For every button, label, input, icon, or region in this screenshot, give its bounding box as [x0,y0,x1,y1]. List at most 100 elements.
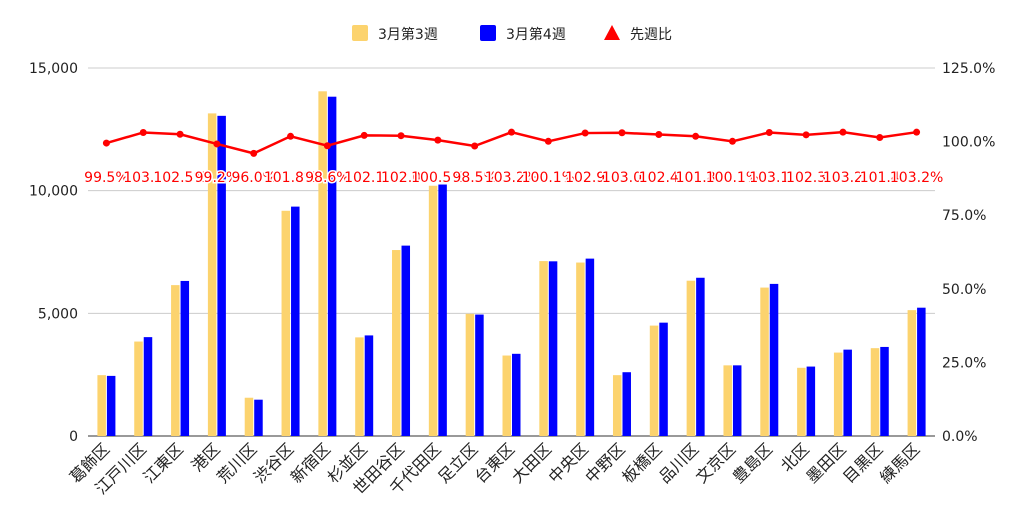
bar-series1[interactable] [686,280,696,436]
bar-series1[interactable] [723,365,732,436]
bar-series2[interactable] [696,277,705,436]
category-tick-label: 荒川区 [213,439,260,486]
category-tick-label: 品川区 [655,439,702,486]
data-label: 98.6% [305,170,349,186]
line-point[interactable] [360,131,368,139]
data-label: 99.2% [195,170,239,186]
data-label: 96.0% [231,170,275,186]
category-tick-label: 練馬区 [876,439,923,486]
data-label: 103.1 [749,170,789,186]
bar-series1[interactable] [539,261,548,436]
right-axis-tick-label: 50.0% [942,282,986,298]
bar-series1[interactable] [870,348,880,436]
bar-series1[interactable] [760,287,769,436]
line-point[interactable] [765,128,773,136]
bar-series1[interactable] [797,367,806,436]
bar-series2[interactable] [438,184,447,436]
bar-series2[interactable] [880,346,889,436]
bar-series2[interactable] [622,372,631,436]
bar-series1[interactable] [465,313,475,436]
category-tick-label: 江東区 [140,439,187,486]
bar-series2[interactable] [106,375,116,436]
data-label: 102.0 [381,170,421,186]
line-point[interactable] [581,129,589,137]
bar-series2[interactable] [327,96,337,436]
bar-series2[interactable] [917,307,926,436]
legend-swatch[interactable] [480,25,496,41]
category-tick-label: 板橋区 [618,439,665,486]
bar-series1[interactable] [355,337,364,436]
line-point[interactable] [434,136,442,144]
bar-series1[interactable] [649,325,659,436]
bar-series1[interactable] [428,185,438,436]
bar-series1[interactable] [134,341,143,436]
bar-series1[interactable] [502,355,512,436]
legend-swatch[interactable] [352,25,368,41]
bar-series1[interactable] [576,262,585,436]
bar-series2[interactable] [659,322,668,436]
bar-series2[interactable] [512,353,521,436]
left-axis-tick-label: 5,000 [38,306,78,322]
data-label: 103.0 [602,170,642,186]
data-label: 102.4 [639,170,679,186]
bar-series1[interactable] [318,91,327,436]
legend-swatch[interactable] [604,25,620,40]
bar-series2[interactable] [254,399,263,436]
bar-series2[interactable] [180,280,190,436]
legend-label[interactable]: 3月第4週 [506,26,566,43]
data-label: 103.2% [890,170,943,186]
line-point[interactable] [876,133,884,141]
data-label: 101.4 [860,170,900,186]
line-point[interactable] [102,139,110,147]
bar-series2[interactable] [475,314,484,436]
bar-series2[interactable] [291,206,300,436]
bar-series2[interactable] [732,365,742,436]
line-point[interactable] [250,149,258,157]
line-point[interactable] [287,132,295,140]
bar-series1[interactable] [207,113,217,437]
line-point[interactable] [397,132,405,140]
bar-series1[interactable] [244,397,254,436]
line-point[interactable] [213,140,221,148]
data-label: 100.5% [411,170,464,186]
bar-series1[interactable] [171,285,180,436]
line-point[interactable] [508,128,515,136]
line-point[interactable] [471,142,479,150]
line-point[interactable] [839,128,847,136]
bar-series2[interactable] [806,366,816,436]
legend-label[interactable]: 先週比 [630,27,672,43]
data-label: 103.1 [123,170,163,186]
bar-series1[interactable] [612,375,622,436]
line-point[interactable] [139,128,147,136]
legend-label[interactable]: 3月第3週 [378,26,438,43]
bar-series2[interactable] [585,258,595,436]
bar-series2[interactable] [548,261,558,436]
line-point[interactable] [802,131,810,139]
line-point[interactable] [323,142,331,150]
line-point[interactable] [728,137,736,145]
category-tick-label: 目黒区 [839,439,886,486]
bar-series2[interactable] [843,349,852,436]
data-label: 100.1% [522,170,575,186]
data-label: 101.8 [676,170,716,186]
line-point[interactable] [618,129,626,137]
line-point[interactable] [655,131,663,139]
line-point[interactable] [913,128,921,136]
bar-series2[interactable] [364,335,374,436]
bar-series2[interactable] [143,337,153,436]
line-point[interactable] [692,132,700,140]
line-point[interactable] [544,137,552,145]
bar-series1[interactable] [281,210,291,436]
bar-series1[interactable] [97,375,106,436]
bar-series1[interactable] [833,352,843,436]
bar-series2[interactable] [769,283,779,436]
bar-series2[interactable] [217,115,226,436]
bar-series1[interactable] [907,310,917,436]
data-label: 100.1% [706,170,759,186]
category-tick-label: 台東区 [471,439,518,486]
category-tick-label: 中央区 [545,439,592,486]
line-point[interactable] [176,130,184,138]
bar-series2[interactable] [401,245,411,436]
bar-series1[interactable] [392,250,401,436]
